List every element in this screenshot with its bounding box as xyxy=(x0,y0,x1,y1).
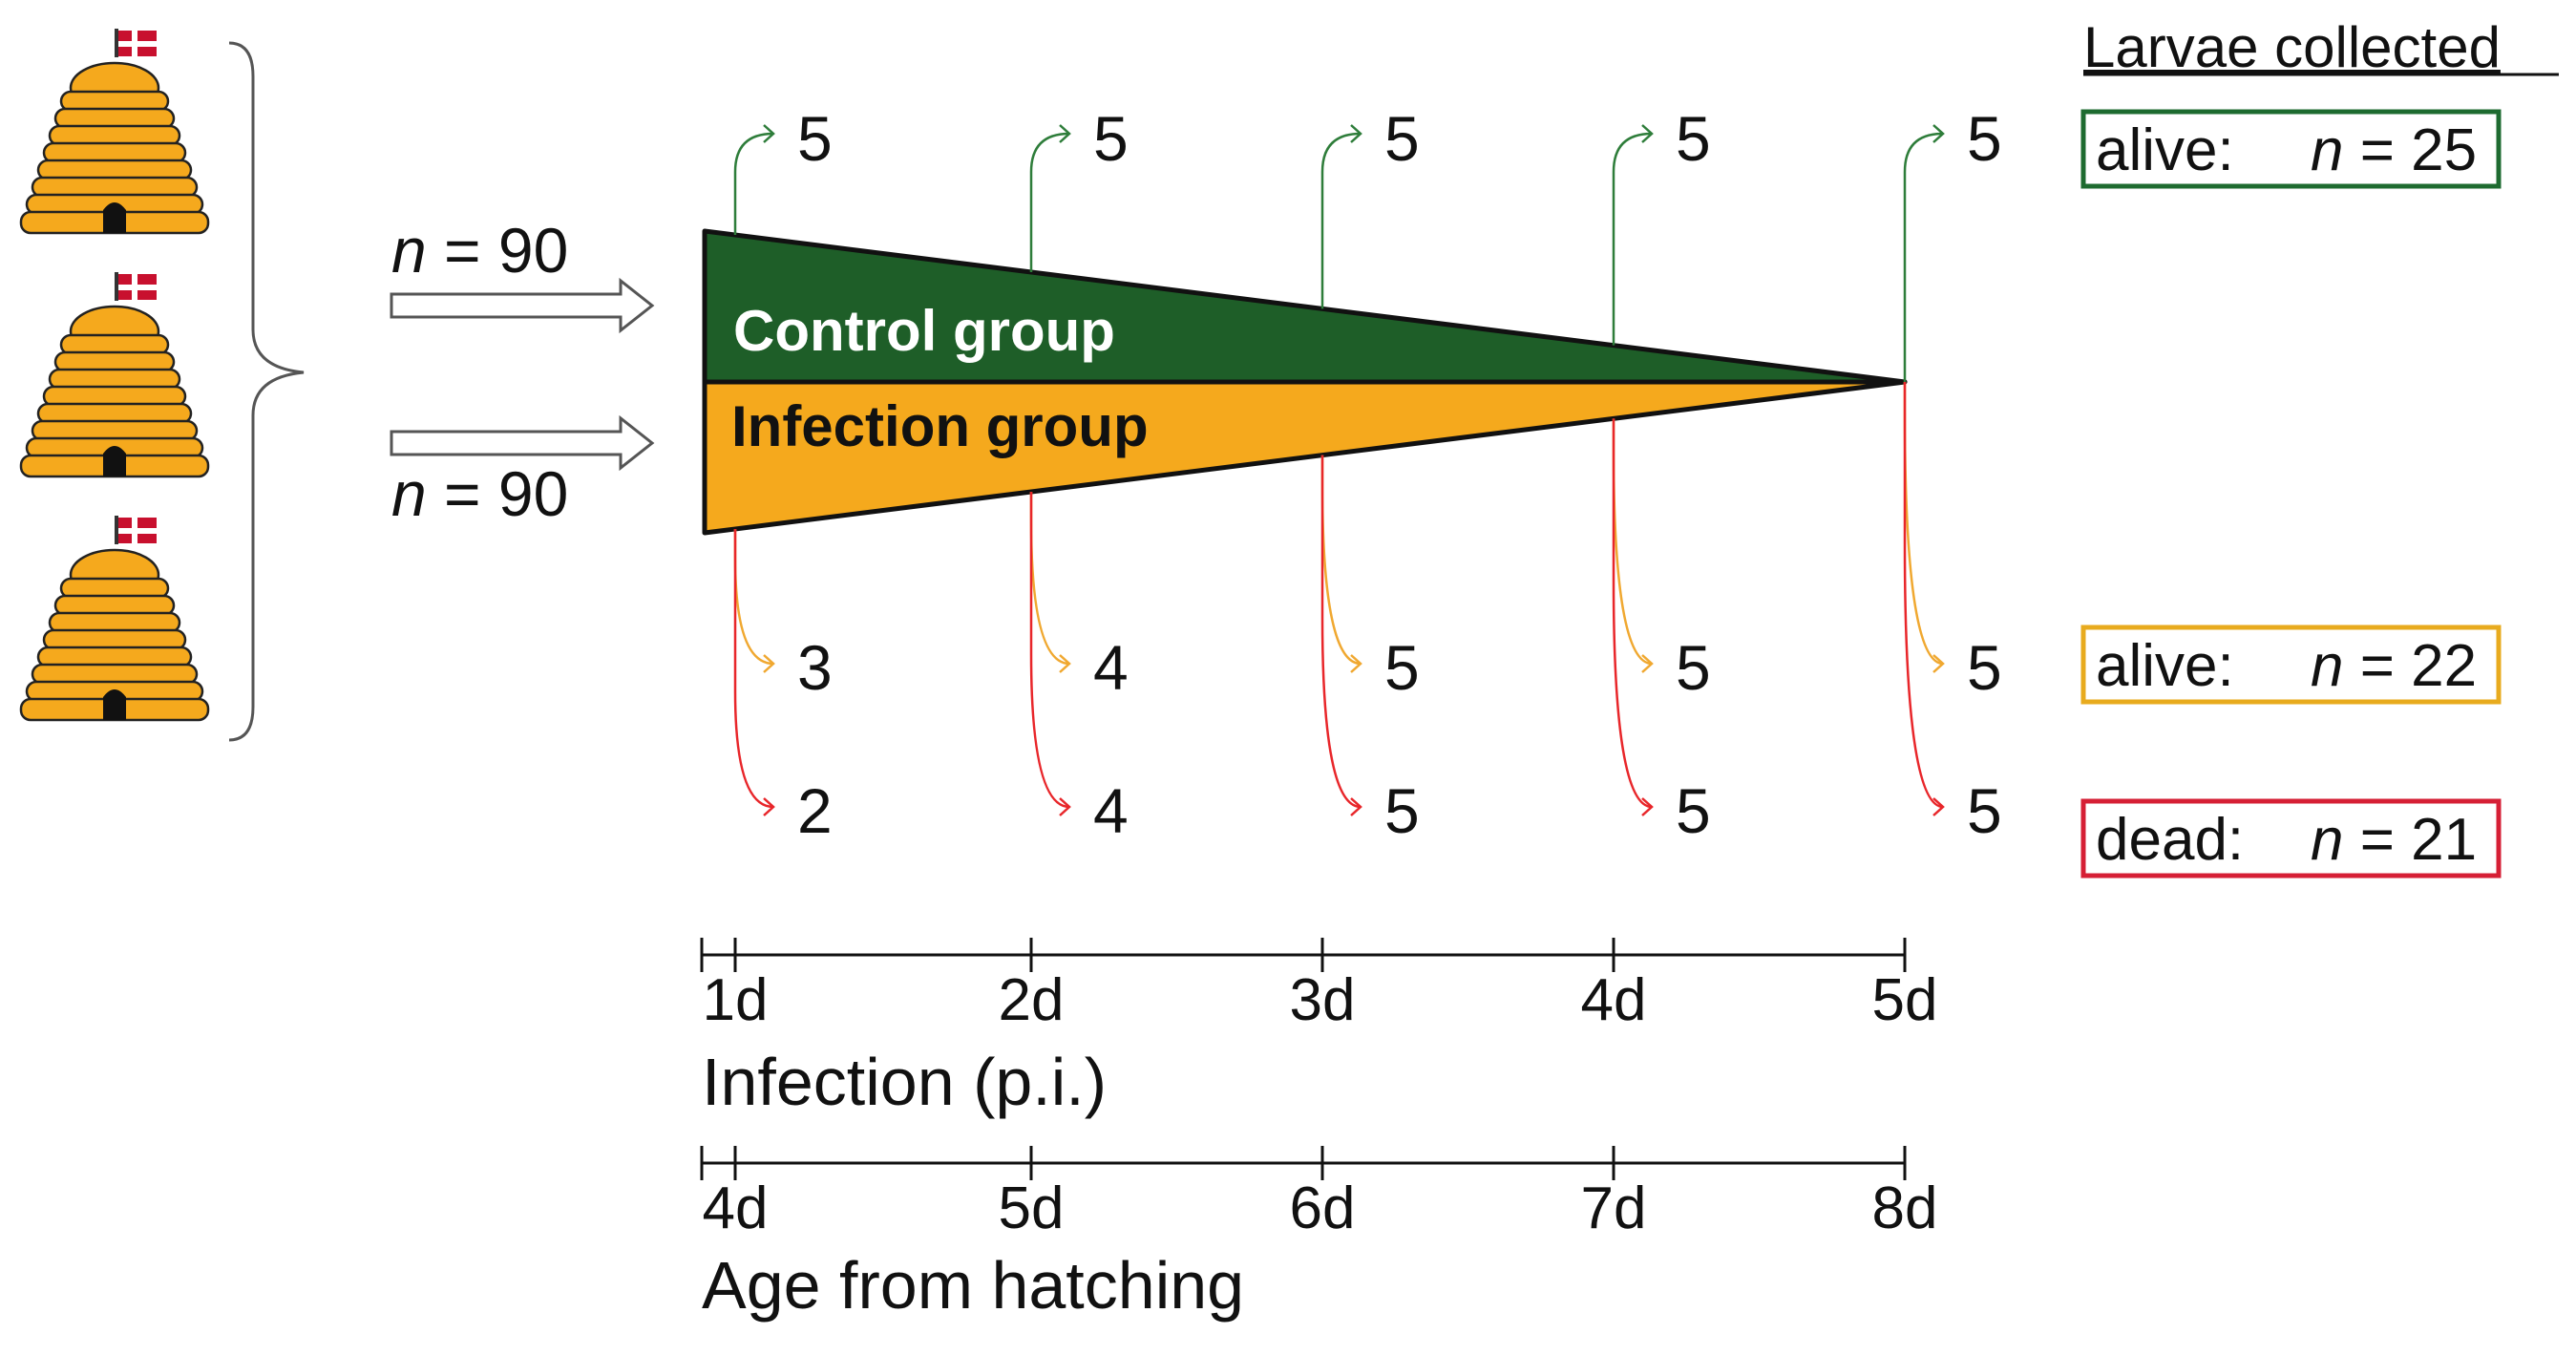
sample-count-label: 2 xyxy=(797,775,833,846)
timeline-tick-label: 2d xyxy=(999,967,1065,1033)
arrowhead xyxy=(1932,797,1945,816)
sample-count-label: 5 xyxy=(1967,103,2002,174)
timeline-tick-label: 5d xyxy=(1872,967,1938,1033)
sample-count-label: 4 xyxy=(1093,775,1129,846)
sampling-arrow xyxy=(733,132,774,236)
arrowhead xyxy=(1932,654,1945,673)
control-collected-label: alive: xyxy=(2096,117,2234,183)
timeline-tick-label: 3d xyxy=(1290,967,1356,1033)
input-bottom-n-label: n = 90 xyxy=(391,458,568,529)
sample-count-label: 5 xyxy=(1093,103,1129,174)
sampling-arrow xyxy=(1612,418,1653,809)
arrowhead xyxy=(1350,124,1362,143)
control-collected-box xyxy=(2080,109,2502,189)
input-top-n-label: n = 90 xyxy=(391,215,568,286)
sampling-arrow xyxy=(1903,382,1944,809)
timeline-tick-label: 1d xyxy=(703,967,769,1033)
sample-count-label: 5 xyxy=(1676,103,1711,174)
infection-alive-collected-box xyxy=(2080,625,2502,705)
arrowhead xyxy=(763,124,775,143)
sample-count-label: 5 xyxy=(1967,632,2002,703)
timeline-tick-label: 4d xyxy=(1581,967,1647,1033)
curly-brace xyxy=(228,41,305,742)
sampling-arrow xyxy=(1029,492,1070,666)
sampling-arrow xyxy=(733,528,774,666)
sampling-arrow xyxy=(733,528,774,809)
sampling-arrow xyxy=(1029,492,1070,809)
timeline-tick-label: 7d xyxy=(1581,1175,1647,1241)
infection-group-wedge xyxy=(702,379,1908,536)
arrowhead xyxy=(763,797,775,816)
timeline-tick-label: 6d xyxy=(1290,1175,1356,1241)
sampling-arrow xyxy=(1903,132,1944,382)
sample-count-label: 5 xyxy=(1676,632,1711,703)
infection-alive-collected-label: alive: xyxy=(2096,633,2234,699)
timeline-tick-label: 4d xyxy=(703,1175,769,1241)
sampling-arrow xyxy=(1320,455,1362,809)
infection-dead-collected-box xyxy=(2080,798,2502,879)
sample-count-label: 3 xyxy=(797,632,833,703)
arrowhead xyxy=(1350,797,1362,816)
sampling-arrows xyxy=(733,124,1945,816)
hives-group xyxy=(19,29,210,722)
arrowhead xyxy=(1932,124,1945,143)
beehive-icon xyxy=(19,272,210,478)
arrowhead xyxy=(1059,654,1071,673)
input-arrow-top xyxy=(390,277,655,334)
beehive-icon xyxy=(19,516,210,722)
timeline-post-infection: 1d 2d 3d 4d 5d xyxy=(700,938,1938,1033)
arrowhead xyxy=(1350,654,1362,673)
timeline-age-from-hatching: 4d 5d 6d 7d 8d xyxy=(700,1146,1938,1241)
infection-dead-collected-n: n = 21 xyxy=(2311,807,2477,873)
timeline-tick-label: 8d xyxy=(1872,1175,1938,1241)
larvae-collected-heading: Larvae collected xyxy=(2083,15,2501,79)
sampling-arrow xyxy=(1612,132,1653,346)
infection-dead-collected-label: dead: xyxy=(2096,807,2244,873)
sample-count-label: 5 xyxy=(1384,775,1420,846)
arrowhead xyxy=(1641,654,1654,673)
beehive-icon xyxy=(19,29,210,235)
control-collected-n: n = 25 xyxy=(2311,117,2477,183)
sampling-arrow xyxy=(1320,132,1362,309)
sampling-labels: 5 5 5 5 5 3 4 5 5 5 2 4 5 5 5 xyxy=(797,103,2002,846)
sample-count-label: 5 xyxy=(1676,775,1711,846)
arrowhead xyxy=(1641,124,1654,143)
arrowhead xyxy=(1059,124,1071,143)
control-group-label: Control group xyxy=(733,299,1115,363)
sampling-arrow xyxy=(1029,132,1070,272)
sample-count-label: 5 xyxy=(1384,103,1420,174)
sampling-arrow xyxy=(1903,382,1944,666)
sample-count-label: 5 xyxy=(1384,632,1420,703)
sample-count-label: 4 xyxy=(1093,632,1129,703)
input-arrow-bottom xyxy=(390,414,655,472)
infection-alive-collected-n: n = 22 xyxy=(2311,633,2477,699)
group-wedges xyxy=(702,228,1908,536)
infection-group-label: Infection group xyxy=(731,394,1149,458)
arrowhead xyxy=(1059,797,1071,816)
arrowhead xyxy=(763,654,775,673)
arrowhead xyxy=(1641,797,1654,816)
timeline-age-label: Age from hatching xyxy=(702,1248,1244,1323)
sample-count-label: 5 xyxy=(797,103,833,174)
sampling-arrow xyxy=(1320,455,1362,666)
timeline-pi-label: Infection (p.i.) xyxy=(702,1045,1107,1119)
sample-count-label: 5 xyxy=(1967,775,2002,846)
timeline-tick-label: 5d xyxy=(999,1175,1065,1241)
sampling-arrow xyxy=(1612,418,1653,666)
